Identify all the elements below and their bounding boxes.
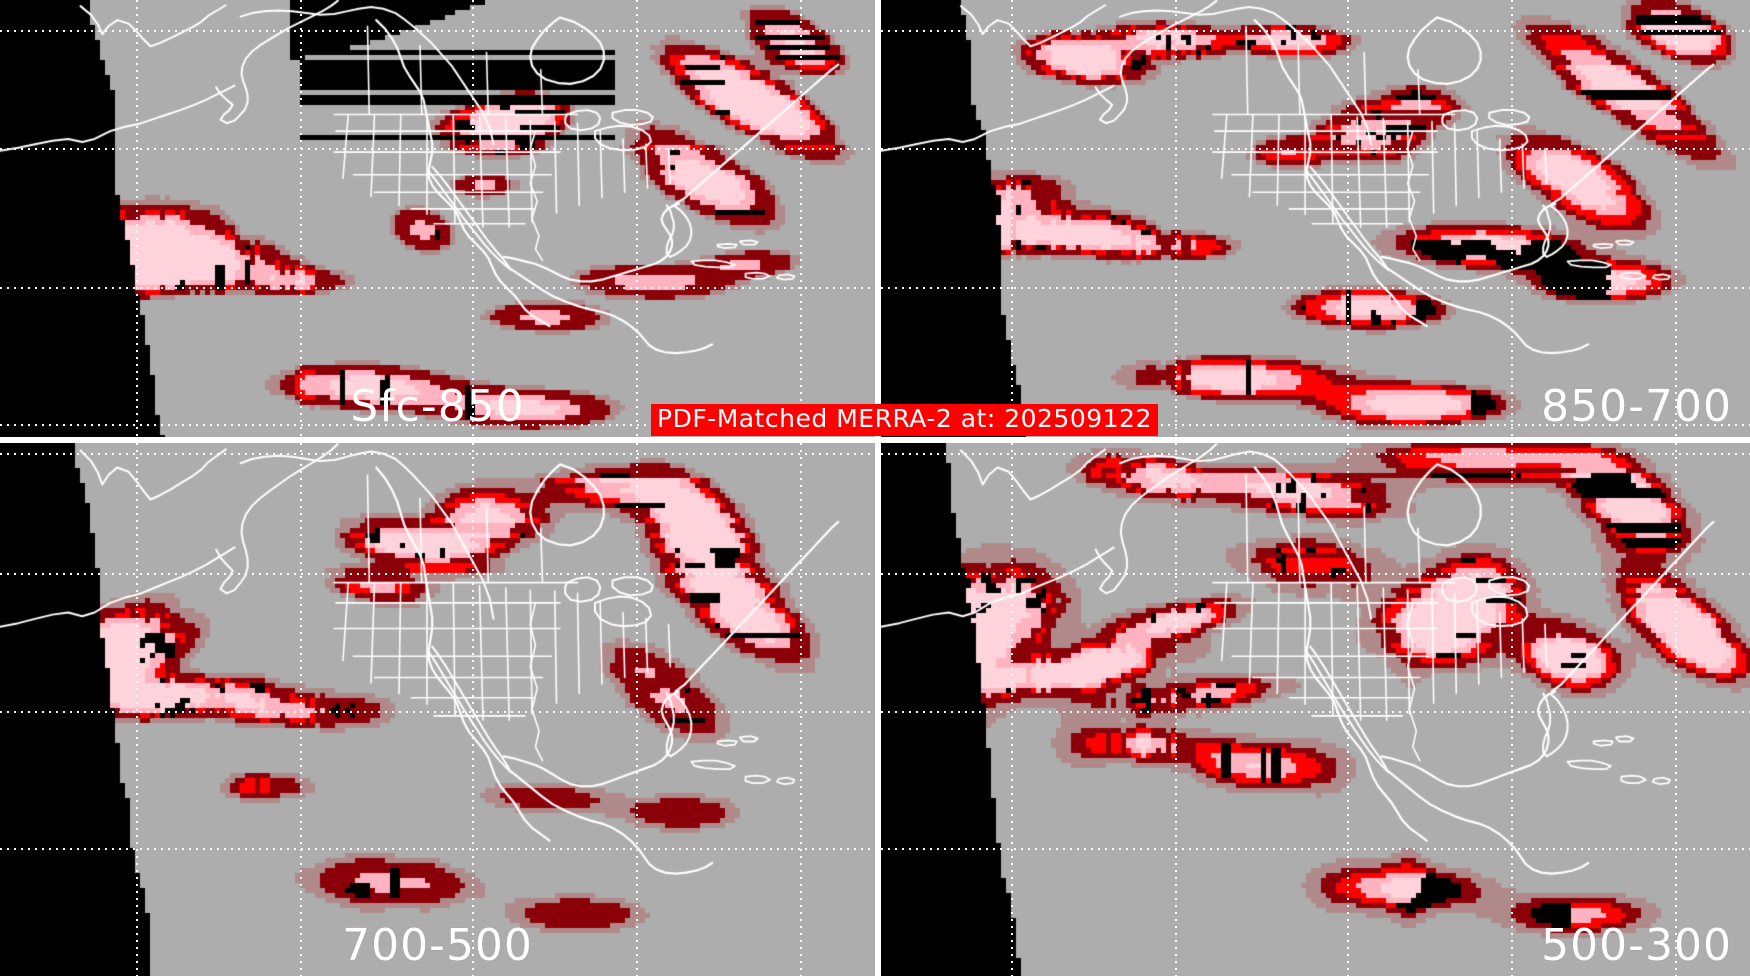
map-canvas-500-300 [881, 443, 1750, 976]
map-canvas-850-700 [881, 0, 1750, 437]
panel-label-700-500: 700-500 [342, 920, 533, 971]
map-panel-850-700[interactable]: 850-700 [881, 0, 1750, 437]
title-banner: PDF-Matched MERRA-2 at: 202509122 [651, 404, 1158, 437]
map-panel-700-500[interactable]: 700-500 [0, 443, 875, 976]
panel-divider-horizontal [0, 437, 1750, 443]
map-panel-500-300[interactable]: 500-300 [881, 443, 1750, 976]
map-canvas-700-500 [0, 443, 875, 976]
panel-label-850-700: 850-700 [1541, 381, 1732, 432]
map-canvas-sfc-850 [0, 0, 875, 437]
panel-divider-vertical [875, 0, 881, 976]
panel-label-500-300: 500-300 [1541, 920, 1732, 971]
panel-label-sfc-850: Sfc-850 [350, 381, 525, 432]
map-panel-sfc-850[interactable]: Sfc-850 [0, 0, 875, 437]
